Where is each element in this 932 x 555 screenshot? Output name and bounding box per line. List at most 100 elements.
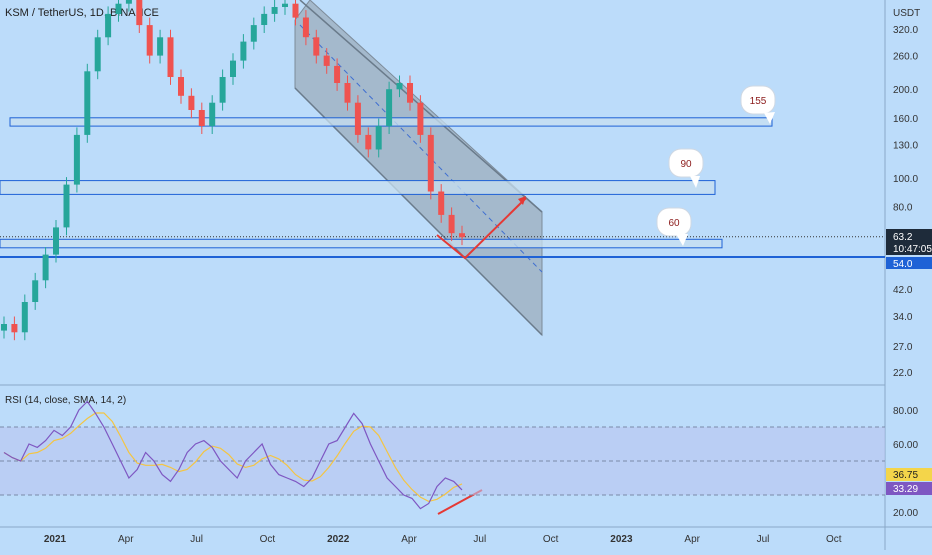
channel-mid-line xyxy=(299,24,543,273)
candle-body xyxy=(53,227,59,255)
currency-label: USDT xyxy=(893,8,920,19)
candle-body xyxy=(157,37,164,56)
callout-bubble xyxy=(740,85,776,115)
candle-body xyxy=(125,0,132,4)
price-tick-label: 22.0 xyxy=(893,368,913,379)
rsi-line xyxy=(3,400,463,510)
candle-body xyxy=(417,102,424,135)
callout-bubble xyxy=(656,207,692,237)
descending-channel xyxy=(294,0,543,337)
candle-body xyxy=(427,134,434,192)
projection-arrow xyxy=(436,197,527,260)
time-tick-label: Oct xyxy=(543,534,559,545)
time-tick-label: Jul xyxy=(473,534,486,545)
rsi-axis: 80.00 60.00 20.00 xyxy=(893,406,918,519)
candle-body xyxy=(302,17,309,38)
candle-body xyxy=(271,7,278,14)
callout-tail xyxy=(764,112,775,124)
price-tick-label: 200.0 xyxy=(893,85,918,96)
candle-body xyxy=(105,13,112,38)
rsi-sma-line xyxy=(3,412,463,503)
time-tick-label: Oct xyxy=(260,534,276,545)
price-tick-label: 27.0 xyxy=(893,342,913,353)
callout-label: 90 xyxy=(680,159,692,170)
candle-body xyxy=(354,102,361,135)
candle-body xyxy=(261,13,268,25)
candle-body xyxy=(230,60,236,77)
lines-layer xyxy=(0,236,885,258)
candle-body xyxy=(136,0,143,26)
candle-body xyxy=(115,3,122,15)
candle-body xyxy=(94,37,101,72)
candle-body xyxy=(32,280,39,302)
candle-body xyxy=(178,77,184,96)
time-tick-label: Apr xyxy=(401,534,417,545)
time-axis: 2021 Apr Jul Oct 2022 Apr Jul Oct 2023 Apr Jul Oct xyxy=(44,534,842,545)
candle-body xyxy=(459,233,465,238)
callout-tail xyxy=(690,176,700,188)
rsi-tags: 36.75 33.29 xyxy=(886,468,932,495)
zone-callout: 90 xyxy=(668,148,704,188)
candle-body xyxy=(240,41,247,61)
callout-bubble xyxy=(668,148,704,178)
rsi-title: RSI (14, close, SMA, 14, 2) xyxy=(5,395,126,406)
candle-body xyxy=(11,324,18,333)
price-axis-area xyxy=(885,0,932,550)
candle-body xyxy=(198,110,205,126)
price-tick-label: 160.0 xyxy=(893,114,918,125)
candle-body xyxy=(282,3,288,7)
last-price-tag: 63.2 10:47:05 xyxy=(886,229,932,255)
candle-body xyxy=(313,37,320,56)
callouts-layer: 155 90 60 xyxy=(656,85,776,246)
countdown: 10:47:05 xyxy=(893,244,932,255)
candle-body xyxy=(365,134,372,150)
rsi-sma-tag-bg xyxy=(886,482,932,495)
rsi-sma-value: 33.29 xyxy=(893,484,918,495)
time-tick-label: Jul xyxy=(757,534,770,545)
support-zone xyxy=(0,238,723,249)
candle-body xyxy=(73,134,80,185)
last-price-tag-bg xyxy=(886,229,932,255)
time-tick-label: 2022 xyxy=(327,534,350,545)
time-tick-label: Apr xyxy=(684,534,700,545)
rsi-tick-label: 80.00 xyxy=(893,406,918,417)
callout-tail xyxy=(676,234,688,246)
projection-arrowhead xyxy=(518,196,526,205)
candle-body xyxy=(292,3,299,18)
time-tick-label: 2021 xyxy=(44,534,67,545)
candle-body xyxy=(1,324,7,331)
price-tick-label: 130.0 xyxy=(893,140,918,151)
candle-body xyxy=(334,65,341,83)
rsi-value-tag-bg xyxy=(886,468,932,481)
candle-body xyxy=(250,25,257,42)
candle-body xyxy=(344,83,351,103)
rsi-value: 36.75 xyxy=(893,470,918,481)
candle-body xyxy=(448,214,455,234)
candle-body xyxy=(219,77,226,103)
price-tick-label: 320.0 xyxy=(893,25,918,36)
price-tick-label: 42.0 xyxy=(893,285,913,296)
price-tick-label: 34.0 xyxy=(893,312,913,323)
price-axis: 320.0 260.0 200.0 160.0 130.0 100.0 80.0 42.0 34… xyxy=(893,25,918,379)
horizontal-line-tag: 54.0 xyxy=(886,257,932,270)
candle-body xyxy=(407,83,413,103)
time-tick-label: Oct xyxy=(826,534,842,545)
horizontal-line-tag-bg xyxy=(886,257,932,269)
rsi-layer xyxy=(0,400,885,510)
candle-body xyxy=(42,254,49,281)
last-price-value: 63.2 xyxy=(893,232,913,243)
callout-label: 155 xyxy=(750,96,767,107)
candle-body xyxy=(63,184,70,228)
candle-body xyxy=(146,25,153,56)
candle-body xyxy=(209,102,216,127)
rsi-tick-label: 60.00 xyxy=(893,440,918,451)
price-tick-label: 260.0 xyxy=(893,52,918,63)
time-tick-label: Jul xyxy=(190,534,203,545)
time-tick-label: Apr xyxy=(118,534,134,545)
candle-body xyxy=(396,83,403,90)
price-tick-label: 80.0 xyxy=(893,203,913,214)
candle-body xyxy=(386,89,393,127)
time-tick-label: 2023 xyxy=(610,534,633,545)
candle-body xyxy=(323,55,330,66)
